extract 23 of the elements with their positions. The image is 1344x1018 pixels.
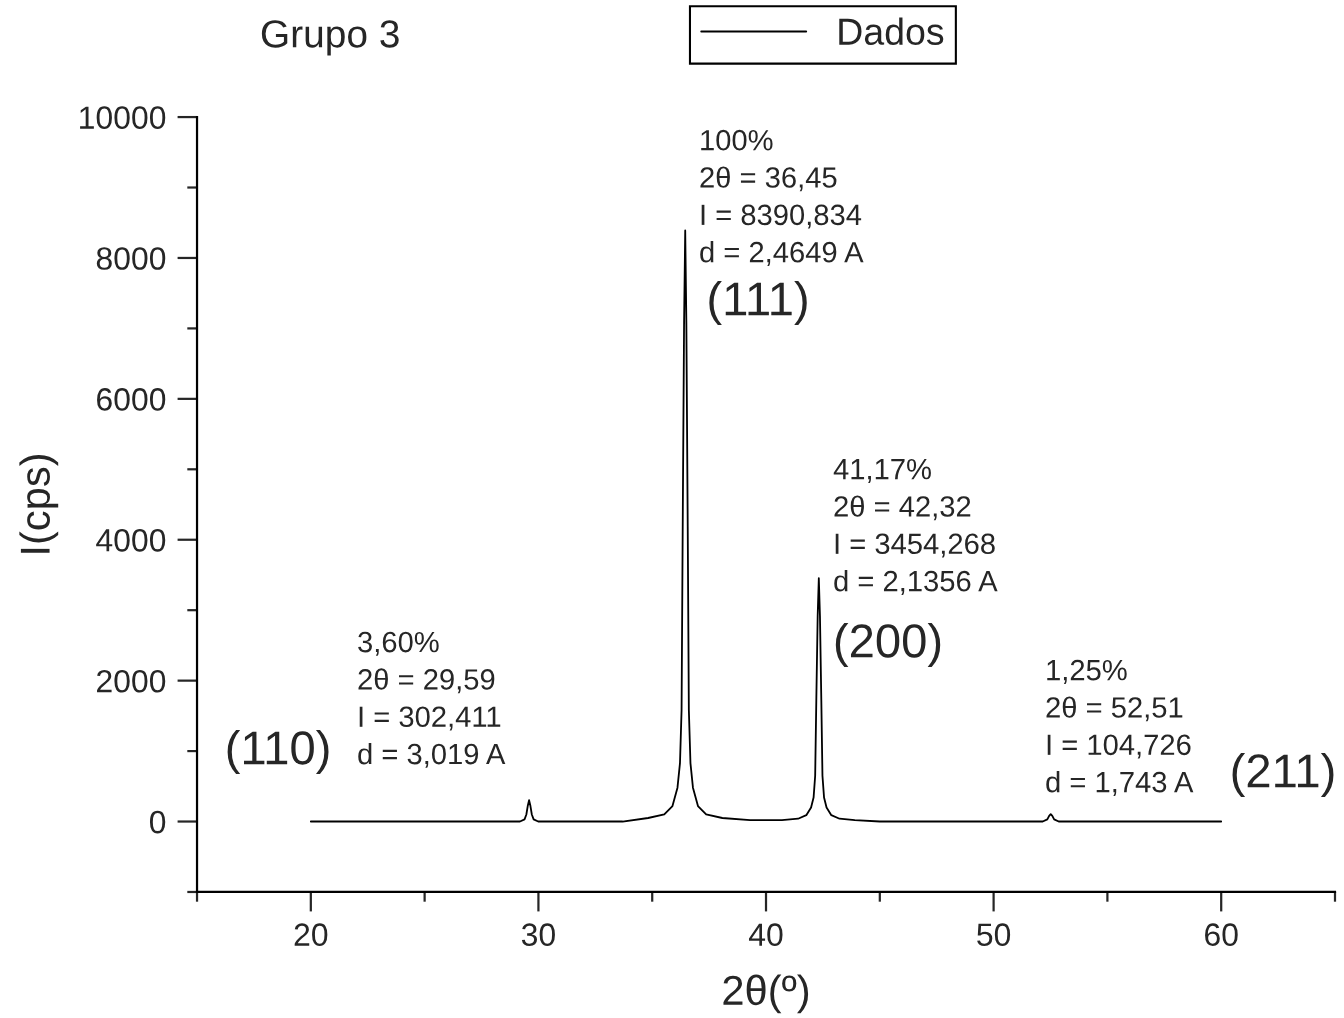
y-axis-title: I(cps)	[19, 455, 59, 553]
annotation: (211)	[1232, 752, 1334, 797]
x-tick-label: 40	[748, 923, 783, 946]
annotation: 1,25% 2θ = 52,51 I = 104,726 d = 1,743 A	[1046, 659, 1194, 796]
annotation: (111)	[709, 281, 807, 326]
y-tick-label: 10000	[80, 106, 166, 129]
x-tick-label: 20	[294, 923, 328, 946]
y-tick-label: 4000	[96, 529, 166, 552]
y-tick-label: 0	[149, 810, 166, 834]
annotation: 3,60% 2θ = 29,59 I = 302,411 d = 3,019 A	[358, 631, 506, 768]
x-tick-label: 30	[521, 923, 555, 946]
y-tick-label: 2000	[97, 669, 166, 693]
x-axis-title: 2θ(º)	[723, 974, 809, 1014]
annotation: 41,17% 2θ = 42,32 I = 3454,268 d = 2,1356 A	[833, 458, 998, 595]
annotation: (200)	[835, 623, 941, 667]
y-tick-label: 6000	[97, 388, 166, 411]
annotation: (110)	[227, 730, 329, 775]
legend-label: Dados	[839, 17, 944, 45]
y-tick-label: 8000	[96, 247, 166, 270]
annotation: 100% 2θ = 36,45 I = 8390,834 d = 2,4649 A	[700, 129, 864, 266]
x-tick-label: 50	[977, 923, 1011, 946]
x-tick-label: 60	[1205, 923, 1238, 946]
chart-title: Grupo 3	[261, 20, 399, 56]
